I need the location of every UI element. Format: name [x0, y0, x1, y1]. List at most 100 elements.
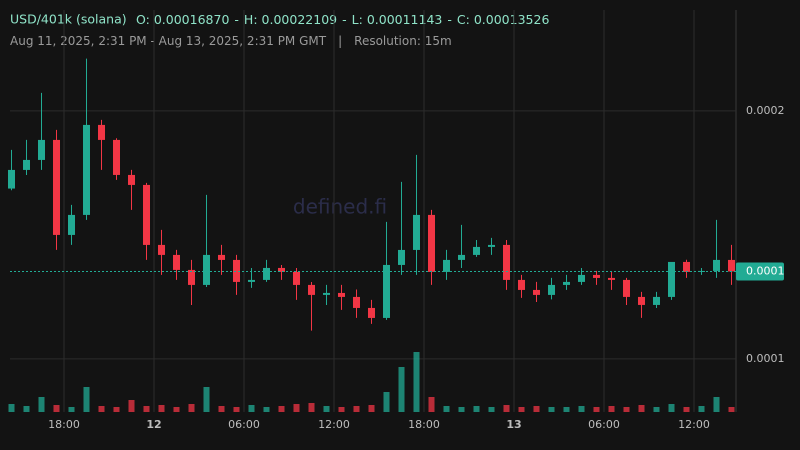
candle-body: [413, 214, 420, 250]
volume-bar: [488, 407, 495, 412]
candle-body: [23, 159, 30, 170]
volume-bar: [173, 407, 180, 412]
candle-body: [98, 124, 105, 140]
candle-body: [158, 244, 165, 255]
volume-bar: [158, 405, 165, 412]
y-tick-label: 0.0001: [746, 352, 785, 365]
x-tick-label: 12:00: [318, 418, 350, 431]
resolution: Resolution: 15m: [354, 34, 452, 48]
volume-bar: [203, 387, 210, 412]
volume-bar: [353, 406, 360, 412]
volume-bar: [263, 407, 270, 412]
ohlc-value: 0.00013526: [474, 12, 550, 27]
ohlc-key: C:: [457, 12, 470, 27]
symbol: USD/401k (solana): [10, 12, 127, 27]
volume-bar: [113, 407, 120, 412]
volume-bar: [638, 405, 645, 412]
volume-bar: [293, 404, 300, 412]
candle-body: [518, 279, 525, 290]
separator: -: [342, 12, 347, 27]
volume-bar: [683, 407, 690, 412]
candle-body: [233, 259, 240, 282]
ohlc-value: 0.00011143: [367, 12, 443, 27]
watermark: defined.fi: [293, 195, 387, 219]
candle-body: [203, 254, 210, 285]
volume-bar: [578, 406, 585, 412]
candle-body: [338, 292, 345, 297]
volume-bar: [518, 407, 525, 412]
candle-body: [578, 274, 585, 282]
volume-bar: [383, 392, 390, 412]
candle-body: [113, 139, 120, 175]
volume-bar: [128, 400, 135, 412]
volume-bar: [458, 407, 465, 412]
candle-body: [683, 261, 690, 272]
x-tick-label: 18:00: [408, 418, 440, 431]
volume-bar: [473, 406, 480, 412]
volume-bar: [563, 407, 570, 412]
volume-bar: [548, 407, 555, 412]
candle-body: [593, 274, 600, 278]
volume-bar: [368, 405, 375, 412]
x-tick-label: 13: [506, 418, 521, 431]
candle-body: [188, 269, 195, 285]
candle-body: [458, 254, 465, 260]
divider: |: [338, 34, 342, 48]
volume-bar: [248, 405, 255, 412]
volume-bar: [98, 406, 105, 412]
candle-body: [53, 139, 60, 235]
volume-bar: [503, 405, 510, 412]
volume-bar: [728, 407, 735, 412]
candle-body: [563, 281, 570, 285]
volume-bar: [428, 397, 435, 412]
volume-bar: [338, 407, 345, 412]
candle-body: [368, 307, 375, 318]
candle-body: [488, 244, 495, 247]
candle-body: [548, 284, 555, 295]
volume-bar: [398, 367, 405, 412]
candle-body: [503, 244, 510, 280]
volume-bar: [53, 405, 60, 412]
candle-body: [308, 284, 315, 295]
volume-bar: [623, 407, 630, 412]
x-tick-label: 18:00: [48, 418, 80, 431]
volume-bar: [218, 406, 225, 412]
separator: -: [234, 12, 239, 27]
candle-body: [38, 139, 45, 160]
volume-bar: [323, 406, 330, 412]
candle-body: [713, 259, 720, 271]
x-tick-label: 12: [146, 418, 161, 431]
candle-body: [383, 264, 390, 318]
volume-bar: [233, 407, 240, 412]
candle-body: [263, 267, 270, 280]
volume-bar: [413, 352, 420, 412]
ohlc-value: 0.00022109: [262, 12, 338, 27]
volume-bar: [668, 404, 675, 412]
candle-body: [218, 254, 225, 260]
x-tick-label: 12:00: [678, 418, 710, 431]
range-line: Aug 11, 2025, 2:31 PM - Aug 13, 2025, 2:…: [10, 34, 452, 48]
candle-body: [83, 124, 90, 215]
ohlc-key: L:: [352, 12, 363, 27]
candle-body: [443, 259, 450, 272]
candle-body: [623, 279, 630, 297]
candle-body: [728, 259, 735, 272]
candle-body: [323, 292, 330, 295]
last-price-tag: [736, 262, 784, 281]
volume-bar: [38, 397, 45, 412]
candle-body: [653, 296, 660, 305]
candle-body: [68, 214, 75, 235]
volume-bar: [68, 407, 75, 412]
candle-body: [278, 267, 285, 272]
separator: -: [447, 12, 452, 27]
volume-bar: [593, 407, 600, 412]
candle-body: [128, 174, 135, 185]
ohlc-key: H:: [244, 12, 258, 27]
candle-body: [8, 169, 15, 189]
candle-body: [398, 249, 405, 265]
volume-bar: [8, 404, 15, 412]
last-price-label: 0.0001: [746, 264, 785, 277]
volume-bar: [653, 407, 660, 412]
candle-body: [638, 296, 645, 305]
